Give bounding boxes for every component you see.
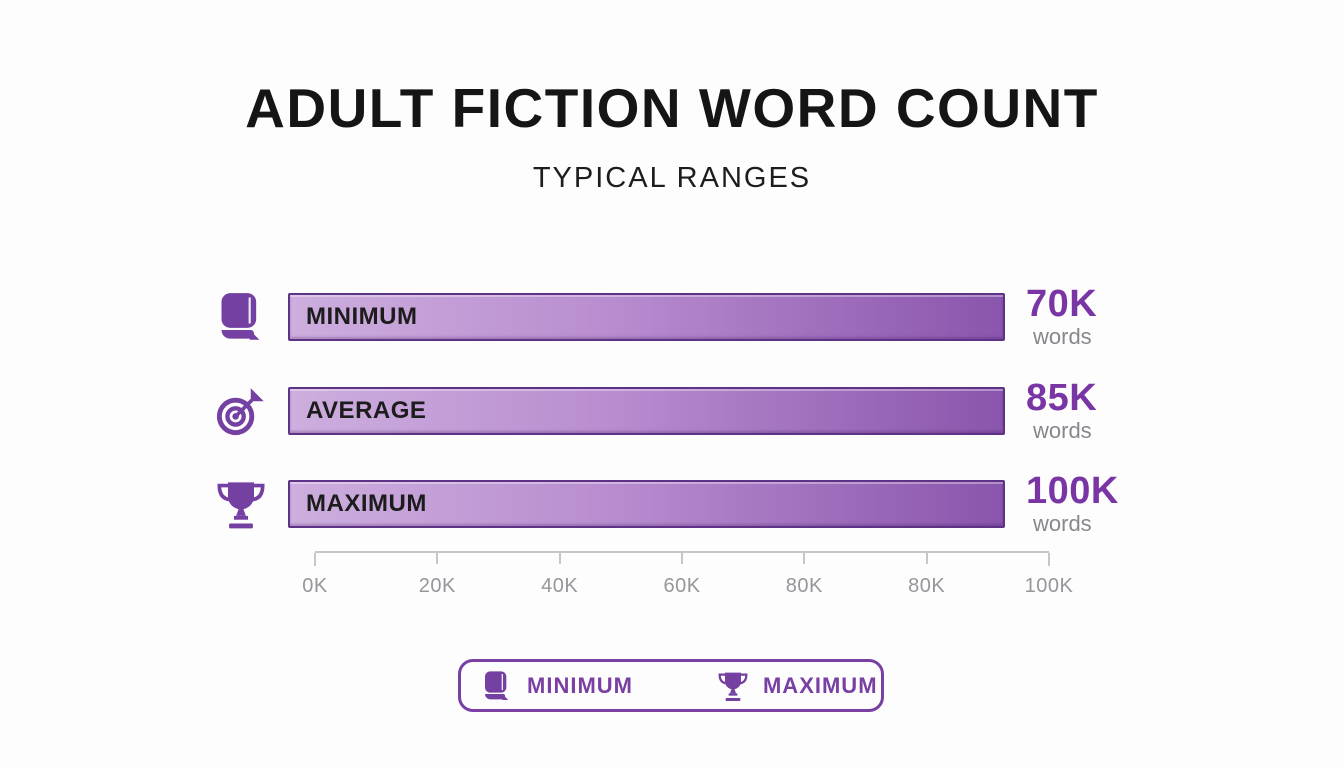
tick-mark bbox=[436, 553, 439, 564]
tick-label: 40K bbox=[541, 575, 579, 597]
book-icon bbox=[481, 670, 513, 702]
bar-row-average: AVERAGE 85K words bbox=[0, 379, 1344, 442]
tick-mark bbox=[925, 553, 928, 564]
target-icon bbox=[212, 383, 270, 439]
trophy-icon bbox=[717, 670, 749, 702]
tick-mark bbox=[1048, 553, 1050, 566]
bar-minimum: MINIMUM bbox=[288, 293, 1005, 341]
legend-label: MAXIMUM bbox=[762, 672, 878, 698]
value-block-average: 85K words bbox=[1026, 379, 1196, 442]
tick-mark bbox=[314, 553, 316, 566]
book-icon bbox=[212, 289, 270, 345]
value-text: 85K bbox=[1026, 377, 1098, 419]
bar-label: MINIMUM bbox=[306, 303, 418, 330]
bar-label: AVERAGE bbox=[306, 397, 427, 424]
unit-text: words bbox=[1033, 418, 1092, 443]
value-text: 100K bbox=[1026, 470, 1119, 512]
tick-mark bbox=[681, 553, 683, 564]
page-title: ADULT FICTION WORD COUNT bbox=[245, 77, 1099, 139]
page-subtitle: TYPICAL RANGES bbox=[532, 162, 812, 194]
legend: MINIMUM MAXIMUM bbox=[458, 659, 884, 712]
unit-text: words bbox=[1033, 324, 1092, 349]
tick-label: 100K bbox=[1024, 575, 1074, 597]
trophy-icon bbox=[212, 476, 270, 532]
tick-mark bbox=[803, 553, 806, 564]
x-axis: 0K 20K 40K 60K 80K 80K 100K bbox=[302, 551, 1073, 597]
tick-label: 0K bbox=[302, 575, 328, 597]
unit-text: words bbox=[1033, 511, 1092, 536]
x-axis-line bbox=[315, 551, 1049, 553]
legend-item-maximum: MAXIMUM bbox=[717, 670, 878, 702]
value-block-maximum: 100K words bbox=[1026, 472, 1196, 535]
tick-label: 20K bbox=[418, 575, 456, 597]
value-text: 70K bbox=[1026, 283, 1098, 325]
legend-label: MINIMUM bbox=[527, 672, 633, 698]
bar-row-minimum: MINIMUM 70K words bbox=[0, 285, 1344, 348]
tick-label: 80K bbox=[908, 575, 946, 597]
bar-label: MAXIMUM bbox=[306, 490, 427, 517]
bar-row-maximum: MAXIMUM 100K words bbox=[0, 472, 1344, 535]
tick-mark bbox=[558, 553, 561, 564]
legend-item-minimum: MINIMUM bbox=[481, 670, 633, 702]
value-block-minimum: 70K words bbox=[1026, 285, 1196, 348]
tick-label: 80K bbox=[785, 575, 823, 597]
bar-average: AVERAGE bbox=[288, 387, 1005, 435]
tick-label: 60K bbox=[663, 575, 701, 597]
bar-maximum: MAXIMUM bbox=[288, 480, 1005, 528]
